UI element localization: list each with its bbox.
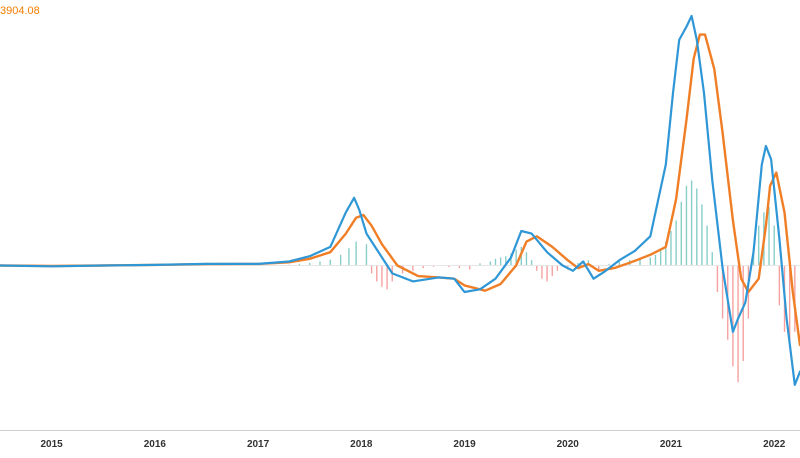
legend-value: 3904.08 — [0, 5, 40, 17]
x-tick-label: 2022 — [763, 439, 786, 450]
signal-line — [0, 33, 800, 347]
macd-line — [0, 14, 800, 386]
x-tick-label: 2019 — [453, 439, 476, 450]
x-tick-label: 2015 — [40, 439, 63, 450]
x-axis-ticks: 2015 2016 2017 2018 2019 2020 2021 2022 — [40, 439, 785, 450]
x-tick-label: 2018 — [350, 439, 373, 450]
x-tick-label: 2021 — [660, 439, 683, 450]
x-tick-label: 2016 — [144, 439, 167, 450]
x-tick-label: 2017 — [247, 439, 270, 450]
histogram-layer — [288, 180, 796, 383]
x-tick-label: 2020 — [557, 439, 580, 450]
